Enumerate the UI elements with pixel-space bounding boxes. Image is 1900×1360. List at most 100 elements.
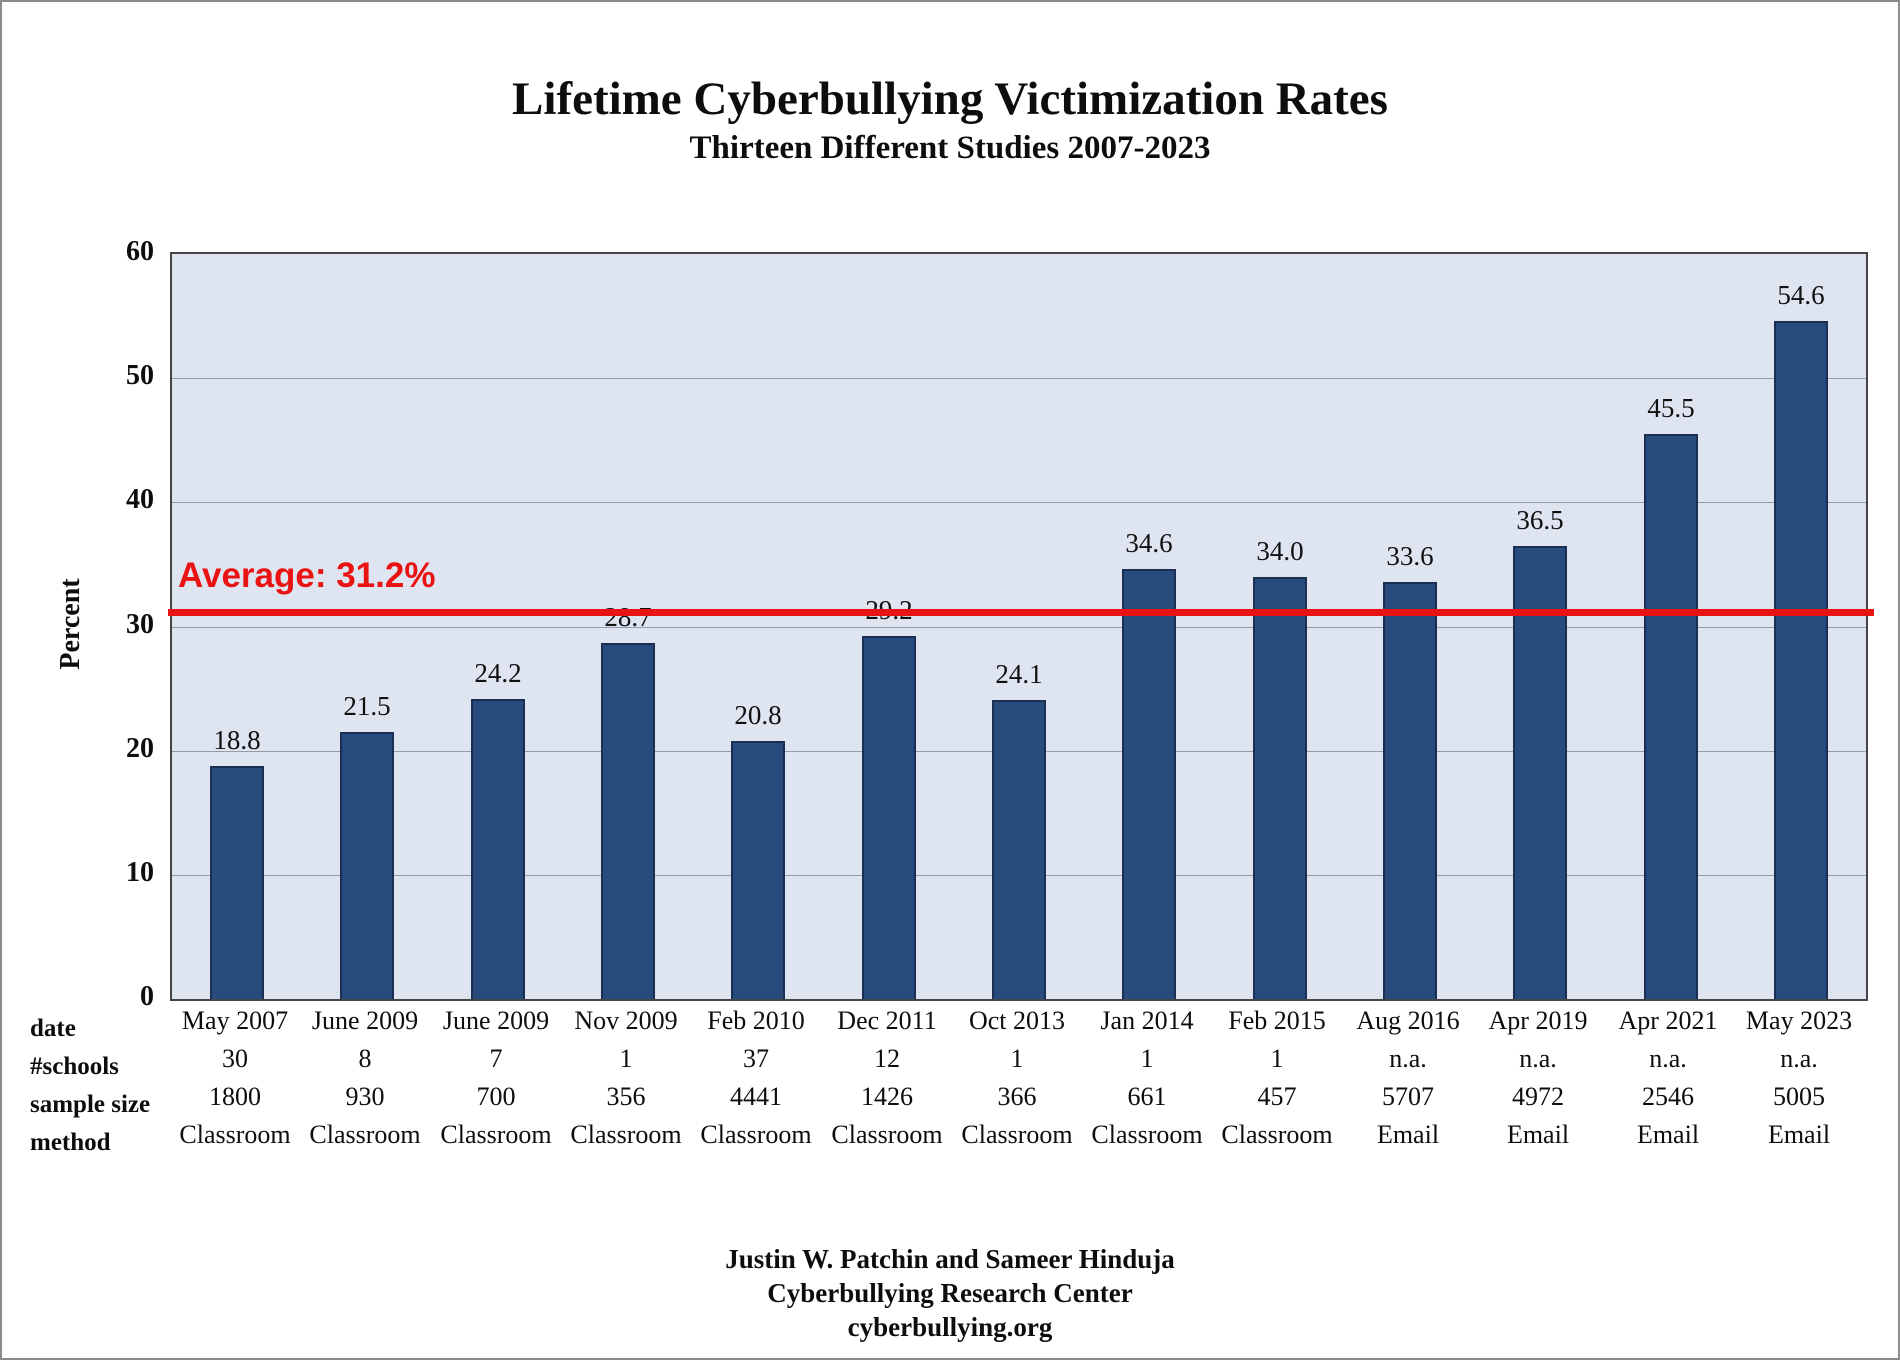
gridline-50 bbox=[172, 378, 1866, 379]
row-label-sample-size: sample size bbox=[30, 1091, 151, 1118]
bar-value-3: 28.7 bbox=[604, 602, 652, 632]
row-label-schools: #schools bbox=[30, 1053, 119, 1080]
table-cell-#schools-1: 8 bbox=[358, 1044, 372, 1073]
table-cell-method-5: Classroom bbox=[831, 1120, 943, 1149]
table-cell-sample-size-12: 5005 bbox=[1773, 1082, 1825, 1111]
footer-url: cyberbullying.org bbox=[847, 1312, 1053, 1342]
table-cell-date-1: June 2009 bbox=[311, 1006, 419, 1035]
table-cell-sample-size-0: 1800 bbox=[209, 1082, 261, 1111]
table-cell-date-0: May 2007 bbox=[181, 1006, 289, 1035]
table-cell-date-8: Feb 2015 bbox=[1228, 1006, 1326, 1035]
bar-value-10: 36.5 bbox=[1516, 505, 1564, 535]
y-tick-20: 20 bbox=[126, 733, 154, 764]
bar-3-nov-2009 bbox=[601, 643, 655, 999]
bar-2-june-2009 bbox=[471, 699, 525, 999]
bar-10-apr-2019 bbox=[1513, 546, 1567, 999]
average-line bbox=[168, 609, 1874, 616]
bar-9-aug-2016 bbox=[1383, 582, 1437, 999]
table-cell-sample-size-4: 4441 bbox=[730, 1082, 782, 1111]
bar-value-4: 20.8 bbox=[734, 700, 782, 730]
table-cell-sample-size-11: 2546 bbox=[1642, 1082, 1694, 1111]
table-cell-#schools-3: 1 bbox=[619, 1044, 633, 1073]
table-cell-#schools-10: n.a. bbox=[1519, 1044, 1557, 1073]
table-cell-date-3: Nov 2009 bbox=[574, 1006, 678, 1035]
table-cell-method-6: Classroom bbox=[961, 1120, 1073, 1149]
table-cell-method-3: Classroom bbox=[570, 1120, 682, 1149]
table-cell-sample-size-3: 356 bbox=[606, 1082, 646, 1111]
table-cell-date-2: June 2009 bbox=[442, 1006, 550, 1035]
bar-5-dec-2011 bbox=[862, 636, 916, 999]
footer-authors: Justin W. Patchin and Sameer Hinduja bbox=[725, 1244, 1175, 1274]
y-tick-50: 50 bbox=[126, 360, 154, 391]
table-cell-sample-size-8: 457 bbox=[1257, 1082, 1297, 1111]
table-cell-sample-size-5: 1426 bbox=[861, 1082, 913, 1111]
average-label: Average: 31.2% bbox=[178, 556, 436, 595]
table-cell-date-9: Aug 2016 bbox=[1356, 1006, 1460, 1035]
table-cell-sample-size-10: 4972 bbox=[1512, 1082, 1564, 1111]
table-cell-method-8: Classroom bbox=[1221, 1120, 1333, 1149]
table-cell-date-7: Jan 2014 bbox=[1100, 1006, 1194, 1035]
table-cell-date-11: Apr 2021 bbox=[1618, 1006, 1718, 1035]
bar-value-11: 45.5 bbox=[1647, 393, 1695, 423]
gridline-40 bbox=[172, 502, 1866, 503]
table-cell-method-7: Classroom bbox=[1091, 1120, 1203, 1149]
table-cell-method-2: Classroom bbox=[440, 1120, 552, 1149]
table-cell-#schools-8: 1 bbox=[1270, 1044, 1284, 1073]
plot-area: Average: 31.2% 18.821.524.228.720.829.22… bbox=[168, 252, 1874, 1001]
footer-org: Cyberbullying Research Center bbox=[767, 1278, 1133, 1308]
bar-4-feb-2010 bbox=[731, 741, 785, 999]
table-cell-sample-size-2: 700 bbox=[476, 1082, 516, 1111]
chart-subtitle: Thirteen Different Studies 2007-2023 bbox=[689, 130, 1211, 166]
bar-value-7: 34.6 bbox=[1125, 528, 1173, 558]
y-tick-40: 40 bbox=[126, 484, 154, 515]
table-cell-method-0: Classroom bbox=[179, 1120, 291, 1149]
table-cell-#schools-6: 1 bbox=[1010, 1044, 1024, 1073]
bar-1-june-2009 bbox=[340, 732, 394, 999]
y-tick-0: 0 bbox=[140, 981, 154, 1012]
table-cell-date-6: Oct 2013 bbox=[968, 1006, 1066, 1035]
bar-value-8: 34.0 bbox=[1256, 536, 1304, 566]
row-label-method: method bbox=[30, 1129, 111, 1156]
table-cell-method-12: Email bbox=[1767, 1120, 1831, 1149]
bar-value-0: 18.8 bbox=[213, 725, 261, 755]
bar-value-1: 21.5 bbox=[343, 691, 391, 721]
bar-6-oct-2013 bbox=[992, 700, 1046, 999]
table-cell-#schools-9: n.a. bbox=[1389, 1044, 1427, 1073]
table-cell-sample-size-7: 661 bbox=[1127, 1082, 1167, 1111]
table-cell-method-9: Email bbox=[1376, 1120, 1440, 1149]
bar-value-12: 54.6 bbox=[1777, 280, 1825, 310]
y-tick-10: 10 bbox=[126, 857, 154, 888]
row-label-date: date bbox=[30, 1015, 76, 1042]
table-cell-sample-size-6: 366 bbox=[997, 1082, 1037, 1111]
table-cell-date-4: Feb 2010 bbox=[707, 1006, 805, 1035]
table-cell-#schools-2: 7 bbox=[489, 1044, 503, 1073]
bar-12-may-2023 bbox=[1774, 321, 1828, 999]
table-cell-sample-size-1: 930 bbox=[345, 1082, 385, 1111]
table-cell-method-1: Classroom bbox=[309, 1120, 421, 1149]
table-cell-#schools-0: 30 bbox=[222, 1044, 248, 1073]
table-cell-#schools-12: n.a. bbox=[1780, 1044, 1818, 1073]
bar-value-9: 33.6 bbox=[1386, 541, 1434, 571]
table-cell-date-5: Dec 2011 bbox=[837, 1006, 937, 1035]
bar-value-6: 24.1 bbox=[995, 659, 1043, 689]
table-cell-#schools-11: n.a. bbox=[1649, 1044, 1687, 1073]
bar-0-may-2007 bbox=[210, 766, 264, 999]
table-cell-method-11: Email bbox=[1636, 1120, 1700, 1149]
gridline-30 bbox=[172, 627, 1866, 628]
bar-11-apr-2021 bbox=[1644, 434, 1698, 999]
table-cell-sample-size-9: 5707 bbox=[1382, 1082, 1434, 1111]
table-cell-#schools-4: 37 bbox=[743, 1044, 769, 1073]
bar-8-feb-2015 bbox=[1253, 577, 1307, 999]
table-cell-date-12: May 2023 bbox=[1745, 1006, 1853, 1035]
bar-7-jan-2014 bbox=[1122, 569, 1176, 999]
y-tick-60: 60 bbox=[126, 236, 154, 267]
table-cell-#schools-7: 1 bbox=[1140, 1044, 1154, 1073]
chart-title: Lifetime Cyberbullying Victimization Rat… bbox=[512, 73, 1388, 125]
footer: Justin W. Patchin and Sameer Hinduja Cyb… bbox=[2, 1242, 1898, 1344]
bar-value-2: 24.2 bbox=[474, 658, 522, 688]
table-cell-method-10: Email bbox=[1506, 1120, 1570, 1149]
table-cell-#schools-5: 12 bbox=[874, 1044, 900, 1073]
y-tick-30: 30 bbox=[126, 609, 154, 640]
table-cell-date-10: Apr 2019 bbox=[1488, 1006, 1588, 1035]
